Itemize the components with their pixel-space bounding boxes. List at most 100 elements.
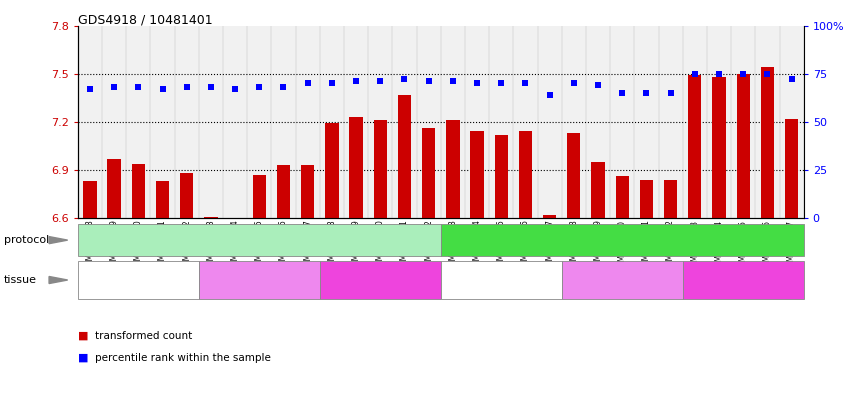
- Point: [446, 78, 459, 84]
- Text: transformed count: transformed count: [95, 331, 192, 341]
- Bar: [295, 26, 320, 218]
- Point: [712, 70, 726, 77]
- Bar: [761, 67, 774, 218]
- Bar: [514, 26, 537, 218]
- Bar: [107, 159, 121, 218]
- Point: [567, 80, 580, 86]
- Point: [640, 90, 653, 96]
- Bar: [174, 26, 199, 218]
- Bar: [272, 26, 295, 218]
- Bar: [537, 26, 562, 218]
- Bar: [151, 26, 174, 218]
- Bar: [707, 26, 731, 218]
- Bar: [543, 215, 557, 218]
- Bar: [344, 26, 368, 218]
- Bar: [591, 162, 605, 218]
- Bar: [126, 26, 151, 218]
- Text: skeletal muscle: skeletal muscle: [706, 275, 781, 285]
- Point: [664, 90, 678, 96]
- Text: ad libitum chow: ad libitum chow: [215, 235, 304, 245]
- Text: liver: liver: [249, 275, 270, 285]
- Point: [228, 86, 242, 92]
- Bar: [755, 26, 779, 218]
- Text: liver: liver: [612, 275, 633, 285]
- Bar: [83, 181, 96, 218]
- Bar: [616, 176, 629, 218]
- Bar: [199, 26, 223, 218]
- Bar: [102, 26, 126, 218]
- Bar: [519, 131, 532, 218]
- Point: [277, 84, 290, 90]
- Bar: [441, 26, 465, 218]
- Bar: [634, 26, 658, 218]
- Text: protocol: protocol: [4, 235, 49, 245]
- Bar: [393, 26, 416, 218]
- Bar: [325, 123, 338, 218]
- Bar: [398, 95, 411, 218]
- Point: [615, 90, 629, 96]
- Bar: [416, 26, 441, 218]
- Bar: [320, 26, 344, 218]
- Bar: [567, 133, 580, 218]
- Point: [301, 80, 315, 86]
- Point: [180, 84, 194, 90]
- Bar: [180, 173, 194, 218]
- Point: [373, 78, 387, 84]
- Point: [519, 80, 532, 86]
- Point: [543, 92, 557, 98]
- Bar: [712, 77, 726, 218]
- Bar: [737, 73, 750, 218]
- Text: fasted: fasted: [605, 235, 640, 245]
- Bar: [223, 26, 247, 218]
- Text: tissue: tissue: [4, 275, 37, 285]
- Point: [688, 70, 701, 77]
- Bar: [658, 26, 683, 218]
- Point: [83, 86, 96, 92]
- Bar: [301, 165, 315, 218]
- Bar: [78, 26, 102, 218]
- Bar: [465, 26, 489, 218]
- Text: skeletal muscle: skeletal muscle: [343, 275, 418, 285]
- Point: [107, 84, 121, 90]
- Point: [422, 78, 436, 84]
- Bar: [247, 26, 272, 218]
- Bar: [349, 117, 363, 218]
- Bar: [495, 135, 508, 218]
- Bar: [489, 26, 514, 218]
- Bar: [610, 26, 634, 218]
- Bar: [640, 180, 653, 218]
- Text: percentile rank within the sample: percentile rank within the sample: [95, 353, 271, 363]
- Text: GDS4918 / 10481401: GDS4918 / 10481401: [78, 14, 212, 27]
- Bar: [277, 165, 290, 218]
- Bar: [470, 131, 484, 218]
- Bar: [779, 26, 804, 218]
- Point: [398, 76, 411, 83]
- Point: [470, 80, 484, 86]
- Point: [761, 70, 774, 77]
- Bar: [688, 75, 701, 218]
- Bar: [586, 26, 610, 218]
- Bar: [368, 26, 393, 218]
- Point: [325, 80, 338, 86]
- Bar: [683, 26, 707, 218]
- Bar: [731, 26, 755, 218]
- Text: ■: ■: [78, 331, 88, 341]
- Point: [736, 70, 750, 77]
- Text: white adipose tissue: white adipose tissue: [88, 275, 189, 285]
- Point: [204, 84, 217, 90]
- Text: white adipose tissue: white adipose tissue: [451, 275, 552, 285]
- Bar: [132, 163, 145, 218]
- Point: [785, 76, 799, 83]
- Bar: [664, 180, 678, 218]
- Point: [591, 82, 605, 88]
- Bar: [253, 175, 266, 218]
- Bar: [156, 181, 169, 218]
- Point: [494, 80, 508, 86]
- Point: [252, 84, 266, 90]
- Bar: [785, 119, 799, 218]
- Bar: [204, 217, 217, 218]
- Point: [349, 78, 363, 84]
- Point: [131, 84, 145, 90]
- Bar: [422, 128, 436, 218]
- Point: [156, 86, 169, 92]
